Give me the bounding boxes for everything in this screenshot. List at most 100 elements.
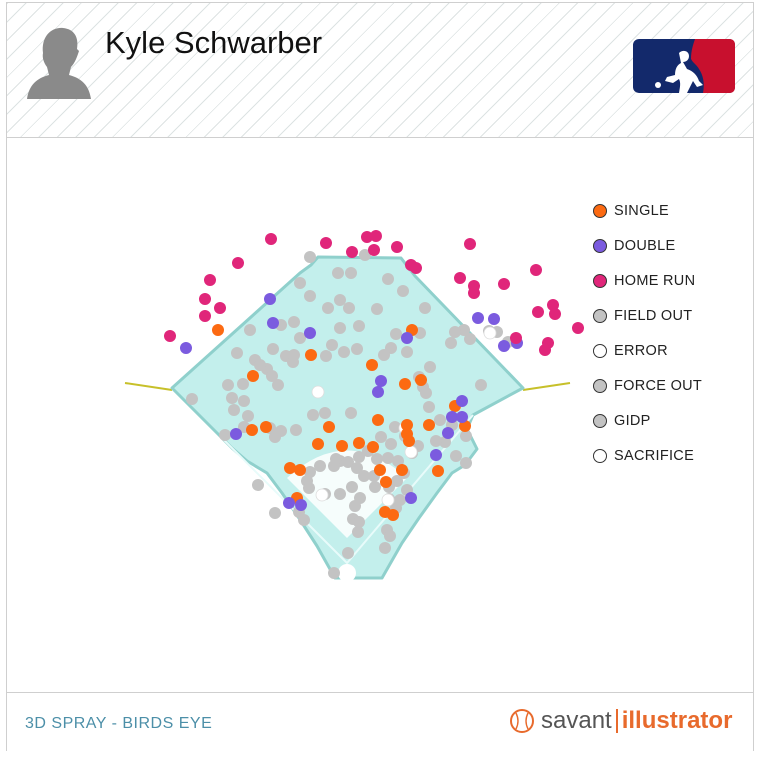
brand-separator <box>615 709 618 733</box>
point-double <box>372 386 384 398</box>
legend-item-home-run: HOME RUN <box>593 263 702 298</box>
point-field-out <box>238 395 250 407</box>
mlb-logo-icon <box>633 39 735 93</box>
point-home-run <box>368 244 380 256</box>
spray-chart <box>124 230 584 582</box>
point-field-out <box>219 429 231 441</box>
point-field-out <box>385 438 397 450</box>
brand-savant: savant <box>541 707 612 734</box>
points-layer <box>164 230 584 579</box>
point-field-out <box>303 482 315 494</box>
legend-swatch-sacrifice <box>593 448 607 463</box>
point-field-out <box>334 322 346 334</box>
legend-label-field-out: FIELD OUT <box>614 307 693 324</box>
spray-chart-card: Kyle Schwarber SINGLE DOUBLE HOME RUN FI… <box>6 2 754 751</box>
point-field-out <box>320 350 332 362</box>
legend-swatch-home-run <box>593 273 607 288</box>
point-field-out <box>222 379 234 391</box>
legend-swatch-gidp <box>593 413 607 428</box>
point-field-out <box>326 339 338 351</box>
legend-label-sacrifice: SACRIFICE <box>614 447 695 464</box>
point-field-out <box>294 332 306 344</box>
legend-swatch-field-out <box>593 308 607 323</box>
point-field-out <box>272 379 284 391</box>
point-error <box>404 445 418 459</box>
point-home-run <box>370 230 382 242</box>
point-field-out <box>287 356 299 368</box>
point-single <box>294 464 306 476</box>
point-field-out <box>342 547 354 559</box>
point-home-run <box>547 299 559 311</box>
point-field-out <box>346 481 358 493</box>
point-field-out <box>343 302 355 314</box>
point-error <box>311 385 325 399</box>
point-field-out <box>384 530 396 542</box>
point-field-out <box>424 361 436 373</box>
point-field-out <box>449 326 461 338</box>
point-field-out <box>319 407 331 419</box>
point-double <box>405 492 417 504</box>
player-header: Kyle Schwarber <box>7 3 753 138</box>
point-field-out <box>352 526 364 538</box>
savant-illustrator-brand[interactable]: savant illustrator <box>509 707 732 735</box>
point-single <box>366 359 378 371</box>
point-single <box>336 440 348 452</box>
point-field-out <box>423 401 435 413</box>
point-single <box>374 464 386 476</box>
point-error <box>483 326 497 340</box>
point-field-out <box>334 294 346 306</box>
point-single <box>380 476 392 488</box>
point-single <box>247 370 259 382</box>
point-field-out <box>266 370 278 382</box>
point-single <box>403 435 415 447</box>
point-field-out <box>298 514 310 526</box>
point-field-out <box>328 460 340 472</box>
point-field-out <box>419 302 431 314</box>
point-home-run <box>454 272 466 284</box>
point-home-run <box>464 238 476 250</box>
legend-label-error: ERROR <box>614 342 668 359</box>
point-home-run <box>572 322 584 334</box>
point-single <box>423 419 435 431</box>
point-field-out <box>269 507 281 519</box>
point-field-out <box>345 267 357 279</box>
point-field-out <box>464 333 476 345</box>
point-home-run <box>204 274 216 286</box>
right-foul-line <box>522 382 571 391</box>
point-double <box>472 312 484 324</box>
point-field-out <box>288 316 300 328</box>
point-double <box>375 375 387 387</box>
point-error <box>315 488 329 502</box>
brand-illustrator: illustrator <box>621 707 733 734</box>
point-field-out <box>290 424 302 436</box>
point-double <box>442 427 454 439</box>
point-double <box>488 313 500 325</box>
point-field-out <box>420 387 432 399</box>
point-field-out <box>226 392 238 404</box>
point-field-out <box>353 516 365 528</box>
point-double <box>264 293 276 305</box>
point-double <box>180 342 192 354</box>
point-home-run <box>232 257 244 269</box>
point-single <box>401 419 413 431</box>
point-double <box>304 327 316 339</box>
point-field-out <box>338 346 350 358</box>
point-field-out <box>369 481 381 493</box>
point-field-out <box>244 324 256 336</box>
point-single <box>305 349 317 361</box>
point-field-out <box>445 337 457 349</box>
point-field-out <box>382 273 394 285</box>
point-double <box>446 411 458 423</box>
point-field-out <box>379 542 391 554</box>
point-double <box>430 449 442 461</box>
point-field-out <box>375 431 387 443</box>
legend-swatch-single <box>593 203 607 218</box>
point-field-out <box>392 455 404 467</box>
point-home-run <box>320 237 332 249</box>
point-home-run <box>468 287 480 299</box>
player-silhouette-icon <box>27 27 91 99</box>
point-home-run <box>265 233 277 245</box>
infield-edge <box>220 414 474 565</box>
point-field-out <box>450 450 462 462</box>
point-home-run <box>199 293 211 305</box>
